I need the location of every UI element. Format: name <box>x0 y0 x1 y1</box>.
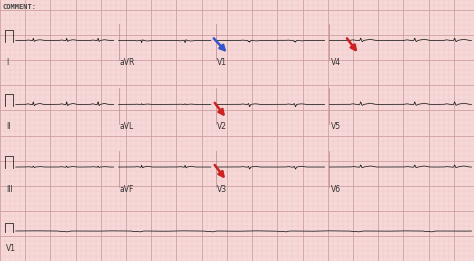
Text: I: I <box>6 58 9 67</box>
Text: COMMENT:: COMMENT: <box>2 4 36 10</box>
Text: V1: V1 <box>217 58 227 67</box>
Text: V6: V6 <box>331 185 341 194</box>
Text: II: II <box>6 122 10 131</box>
Text: V5: V5 <box>331 122 341 131</box>
Text: V3: V3 <box>217 185 227 194</box>
Text: aVF: aVF <box>120 185 134 194</box>
Text: III: III <box>6 185 13 194</box>
Text: V4: V4 <box>331 58 341 67</box>
Text: aVL: aVL <box>120 122 134 131</box>
Text: V2: V2 <box>217 122 227 131</box>
Text: V1: V1 <box>6 244 16 253</box>
Text: aVR: aVR <box>120 58 135 67</box>
